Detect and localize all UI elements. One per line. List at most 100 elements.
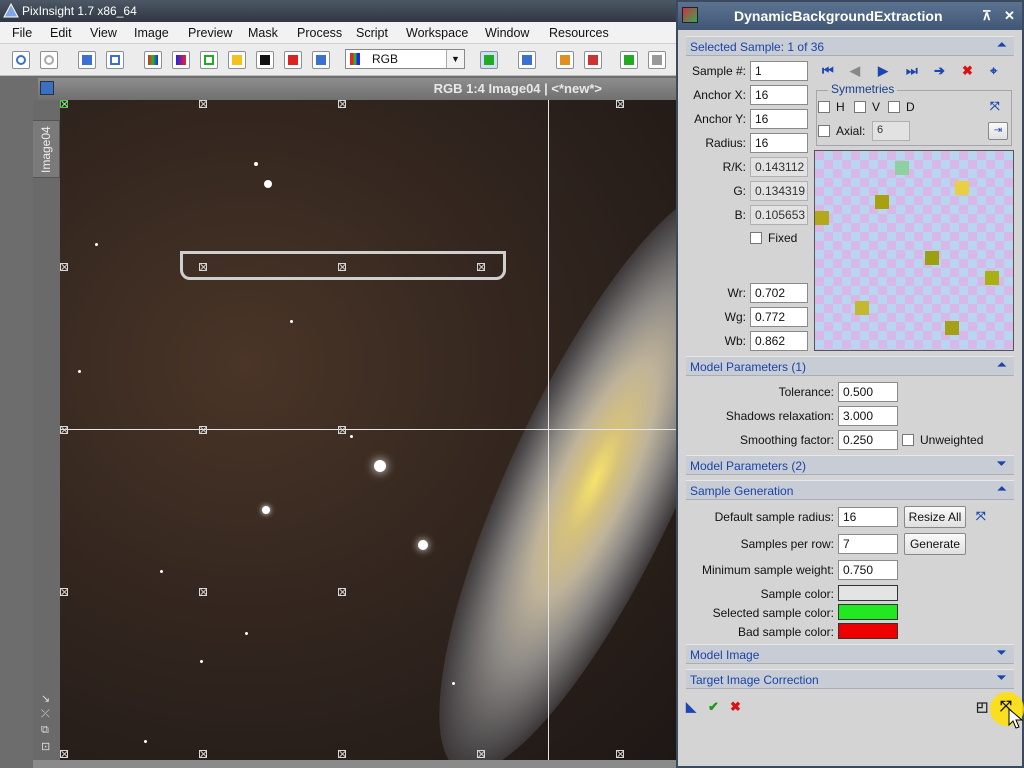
shadows-field[interactable]: 3.000 (838, 406, 898, 426)
section-model-image[interactable]: Model Image ⏷ (686, 644, 1014, 664)
expand-icon[interactable]: ⏷ (997, 672, 1006, 684)
sample-marker[interactable] (199, 100, 207, 108)
show-mask-icon[interactable] (284, 51, 302, 69)
symmetry-toggle-icon[interactable]: ⤧ (990, 99, 1000, 113)
sample-color-swatch[interactable] (838, 585, 898, 601)
add-icon[interactable] (620, 51, 638, 69)
default-radius-field[interactable]: 16 (838, 507, 898, 527)
astro-image-view[interactable] (60, 100, 680, 760)
fixed-checkbox[interactable] (750, 232, 762, 244)
center-sample-icon[interactable]: ⌖ (990, 63, 998, 78)
horizontal-scrollbar[interactable] (33, 760, 680, 768)
zoom-fit-icon[interactable] (228, 51, 246, 69)
menu-edit[interactable]: Edit (50, 26, 72, 40)
sample-marker-selected[interactable] (60, 100, 68, 108)
collapse-icon[interactable]: ⏶ (997, 39, 1006, 51)
sample-marker[interactable] (616, 750, 624, 758)
bad-color-swatch[interactable] (838, 623, 898, 639)
menu-file[interactable]: File (12, 26, 33, 40)
menu-window[interactable]: Window (485, 26, 530, 40)
sample-marker[interactable] (199, 588, 207, 596)
resize-all-button[interactable]: Resize All (904, 506, 966, 528)
display-channel-icon[interactable] (480, 51, 498, 69)
sample-marker[interactable] (338, 426, 346, 434)
collapse-icon[interactable]: ⏶ (997, 483, 1006, 495)
sample-marker[interactable] (338, 750, 346, 758)
next-sample-icon[interactable]: ▶ (878, 63, 888, 78)
axial-spinbox[interactable]: 6 (872, 121, 910, 141)
reset-radius-icon[interactable]: ⤧ (976, 509, 986, 523)
expand-icon[interactable]: ⏷ (997, 647, 1006, 659)
prev-sample-icon[interactable]: ◀ (850, 63, 860, 78)
sample-marker[interactable] (199, 263, 207, 271)
sample-marker[interactable] (60, 263, 68, 271)
screen-transfer-icon[interactable] (518, 51, 536, 69)
axial-checkbox[interactable] (818, 125, 830, 137)
min-weight-field[interactable]: 0.750 (838, 560, 898, 580)
section-model-parameters-1[interactable]: Model Parameters (1) ⏶ (686, 356, 1014, 376)
edit-icon[interactable] (648, 51, 666, 69)
sym-h-checkbox[interactable] (818, 101, 830, 113)
chevron-down-icon[interactable]: ▼ (446, 50, 464, 68)
anchor-y-field[interactable]: 16 (750, 109, 808, 129)
menu-process[interactable]: Process (297, 26, 343, 40)
zoom-icon[interactable]: ⤫ (41, 708, 50, 720)
cancel-icon[interactable]: ✖ (730, 699, 741, 714)
goto-sample-icon[interactable]: ➔ (934, 63, 945, 78)
menu-resources[interactable]: Resources (549, 26, 609, 40)
channel-extract-icon[interactable] (172, 51, 190, 69)
sample-marker[interactable] (477, 263, 485, 271)
readout-icon[interactable]: ⊡ (41, 741, 51, 753)
sym-v-checkbox[interactable] (854, 101, 866, 113)
sample-marker[interactable] (60, 426, 68, 434)
delete-sample-icon[interactable]: ✖ (962, 63, 973, 78)
channel-select[interactable]: RGB ▼ (345, 49, 465, 69)
menu-script[interactable]: Script (356, 26, 388, 40)
sample-marker[interactable] (199, 426, 207, 434)
anchor-x-field[interactable]: 16 (750, 85, 808, 105)
image-window-icon[interactable] (40, 81, 54, 95)
generate-button[interactable]: Generate (904, 533, 966, 555)
shade-icon[interactable]: ⊼ (982, 8, 992, 23)
sample-marker[interactable] (338, 100, 346, 108)
redo-icon[interactable] (40, 51, 58, 69)
smoothing-field[interactable]: 0.250 (838, 430, 898, 450)
menu-workspace[interactable]: Workspace (406, 26, 469, 40)
wg-field[interactable]: 0.772 (750, 307, 808, 327)
documentation-icon[interactable]: ◰ (976, 699, 989, 714)
sample-marker[interactable] (477, 750, 485, 758)
image-tab[interactable]: Image04 (33, 120, 60, 178)
sample-marker[interactable] (616, 100, 624, 108)
wr-field[interactable]: 0.702 (750, 283, 808, 303)
expand-icon[interactable]: ⏷ (997, 458, 1006, 470)
menu-view[interactable]: View (90, 26, 117, 40)
close-icon[interactable]: ✕ (1004, 8, 1015, 23)
section-target-correction[interactable]: Target Image Correction ⏷ (686, 669, 1014, 689)
tolerance-field[interactable]: 0.500 (838, 382, 898, 402)
rgb-channels-icon[interactable] (144, 51, 162, 69)
sample-marker[interactable] (60, 750, 68, 758)
sample-marker[interactable] (60, 588, 68, 596)
execute-icon[interactable]: ✔ (708, 699, 719, 714)
last-sample-icon[interactable]: ⏭ (906, 63, 918, 78)
sample-marker[interactable] (199, 750, 207, 758)
undo-icon[interactable] (12, 51, 30, 69)
collapse-icon[interactable]: ⏶ (997, 359, 1006, 371)
stf-icon[interactable] (312, 51, 330, 69)
wb-field[interactable]: 0.862 (750, 331, 808, 351)
pan-icon[interactable]: ↘ (41, 693, 51, 705)
symmetry-action-icon[interactable]: ⇥ (988, 122, 1008, 140)
menu-mask[interactable]: Mask (248, 26, 278, 40)
clone-image-icon[interactable] (106, 51, 124, 69)
selected-color-swatch[interactable] (838, 604, 898, 620)
image-id-icon[interactable] (78, 51, 96, 69)
sample-marker[interactable] (338, 588, 346, 596)
section-model-parameters-2[interactable]: Model Parameters (2) ⏷ (686, 455, 1014, 475)
mask-icon[interactable] (256, 51, 274, 69)
process-icon-2[interactable] (584, 51, 602, 69)
sample-num-field[interactable]: 1 (750, 61, 808, 81)
menu-preview[interactable]: Preview (188, 26, 233, 40)
new-instance-icon[interactable]: ◣ (686, 699, 696, 714)
sym-d-checkbox[interactable] (888, 101, 900, 113)
preview-mode-icon[interactable]: ⧉ (41, 724, 49, 736)
